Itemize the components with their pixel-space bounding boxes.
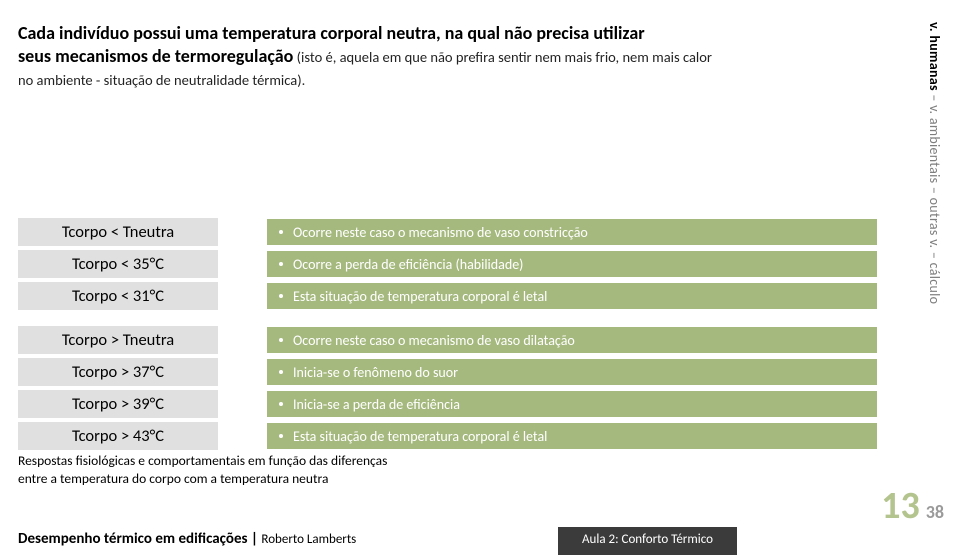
response-text: Ocorre neste caso o mecanismo de vaso di… [293,332,575,349]
bullet-icon [279,294,283,298]
caption-line1: Respostas fisiológicas e comportamentais… [18,452,387,469]
row-gap [18,314,878,326]
response-text: Esta situação de temperatura corporal é … [293,428,547,445]
footer-bar: | [247,530,261,548]
table-row: Tcorpo < 31°C Esta situação de temperatur… [18,282,878,310]
intro-line2: no ambiente - situação de neutralidade t… [18,71,305,89]
bullet-icon [279,370,283,374]
table-row: Tcorpo > Tneutra Ocorre neste caso o meca… [18,326,878,354]
response-pill: Esta situação de temperatura corporal é … [266,422,878,450]
vertical-label-bold: v. humanas [926,22,943,91]
intro-line1c: (isto é, aquela em que não prefira senti… [293,48,712,66]
condition-label: Tcorpo > 37°C [18,358,218,386]
response-text: Inicia-se o fenômeno do suor [293,364,458,381]
condition-label: Tcorpo < 31°C [18,282,218,310]
response-pill: Esta situação de temperatura corporal é … [266,282,878,310]
bullet-icon [279,434,283,438]
footer-chip: Aula 2: Conforto Térmico [558,527,737,555]
footer-author: Roberto Lamberts [261,532,356,547]
response-text: Inicia-se a perda de eficiência [293,396,460,413]
bullet-icon [279,230,283,234]
table-row: Tcorpo > 37°C Inicia-se o fenômeno do suo… [18,358,878,386]
response-pill: Ocorre neste caso o mecanismo de vaso co… [266,218,878,246]
rows-bottom: Tcorpo > Tneutra Ocorre neste caso o meca… [18,326,878,450]
bullet-icon [279,338,283,342]
response-text: Ocorre neste caso o mecanismo de vaso co… [293,224,588,241]
response-pill: Inicia-se o fenômeno do suor [266,358,878,386]
footer-title: Desempenho térmico em edificações [18,530,247,548]
footer-left: Desempenho térmico em edificações | Robe… [0,530,356,548]
response-pill: Ocorre a perda de eficiência (habilidade… [266,250,878,278]
table-caption: Respostas fisiológicas e comportamentais… [18,452,387,488]
bullet-icon [279,262,283,266]
table-row: Tcorpo < Tneutra Ocorre neste caso o meca… [18,218,878,246]
table-row: Tcorpo > 39°C Inicia-se a perda de eficiê… [18,390,878,418]
slide: Cada indivíduo possui uma temperatura co… [0,0,960,555]
response-table: Tcorpo < Tneutra Ocorre neste caso o meca… [18,218,878,454]
table-row: Tcorpo > 43°C Esta situação de temperatur… [18,422,878,450]
page-total: 38 [926,501,944,523]
intro-line1b: seus mecanismos de termoregulação [18,45,293,67]
condition-label: Tcorpo > 39°C [18,390,218,418]
response-pill: Ocorre neste caso o mecanismo de vaso di… [266,326,878,354]
condition-label: Tcorpo < 35°C [18,250,218,278]
table-row: Tcorpo < 35°C Ocorre a perda de eficiênci… [18,250,878,278]
condition-label: Tcorpo > Tneutra [18,326,218,354]
caption-line2: entre a temperatura do corpo com a tempe… [18,470,328,487]
bullet-icon [279,402,283,406]
intro-paragraph: Cada indivíduo possui uma temperatura co… [18,22,898,91]
response-text: Esta situação de temperatura corporal é … [293,288,547,305]
response-text: Ocorre a perda de eficiência (habilidade… [293,256,523,273]
intro-line1a: Cada indivíduo possui uma temperatura co… [18,22,645,44]
rows-top: Tcorpo < Tneutra Ocorre neste caso o meca… [18,218,878,310]
condition-label: Tcorpo < Tneutra [18,218,218,246]
vertical-label-rest: – v. ambientais – outras v. – cálculo [926,91,943,304]
response-pill: Inicia-se a perda de eficiência [266,390,878,418]
footer: Desempenho térmico em edificações | Robe… [0,523,960,555]
condition-label: Tcorpo > 43°C [18,422,218,450]
vertical-section-label: v. humanas – v. ambientais – outras v. –… [926,22,944,304]
